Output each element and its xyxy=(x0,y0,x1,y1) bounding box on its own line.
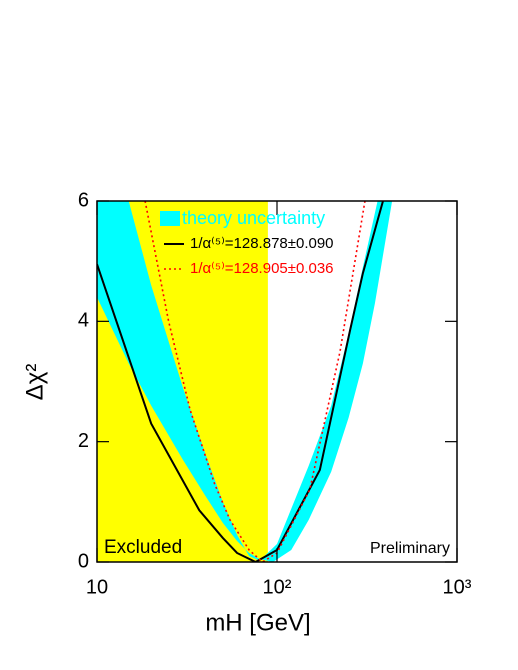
plot-area xyxy=(97,201,393,562)
y-tick-label: 2 xyxy=(78,430,89,452)
y-tick-label: 4 xyxy=(78,310,89,332)
y-tick-label: 6 xyxy=(78,189,89,211)
legend-label: 1/α⁽⁵⁾=128.905±0.036 xyxy=(190,260,334,277)
x-axis-label: mH [GeV] xyxy=(205,609,310,636)
series-line xyxy=(144,201,366,562)
y-tick-label: 0 xyxy=(78,550,89,572)
legend-swatch xyxy=(160,211,180,226)
legend-label: theory uncertainty xyxy=(182,208,325,228)
excluded-label: Excluded xyxy=(104,537,182,558)
series-line xyxy=(97,201,384,562)
x-tick-label: 10² xyxy=(263,576,292,598)
x-tick-label: 10³ xyxy=(443,576,472,598)
annotation: Preliminary xyxy=(370,540,450,557)
legend-label: 1/α⁽⁵⁾=128.878±0.090 xyxy=(190,235,334,252)
x-tick-label: 10 xyxy=(86,576,108,598)
y-axis-label: Δχ² xyxy=(21,364,48,401)
